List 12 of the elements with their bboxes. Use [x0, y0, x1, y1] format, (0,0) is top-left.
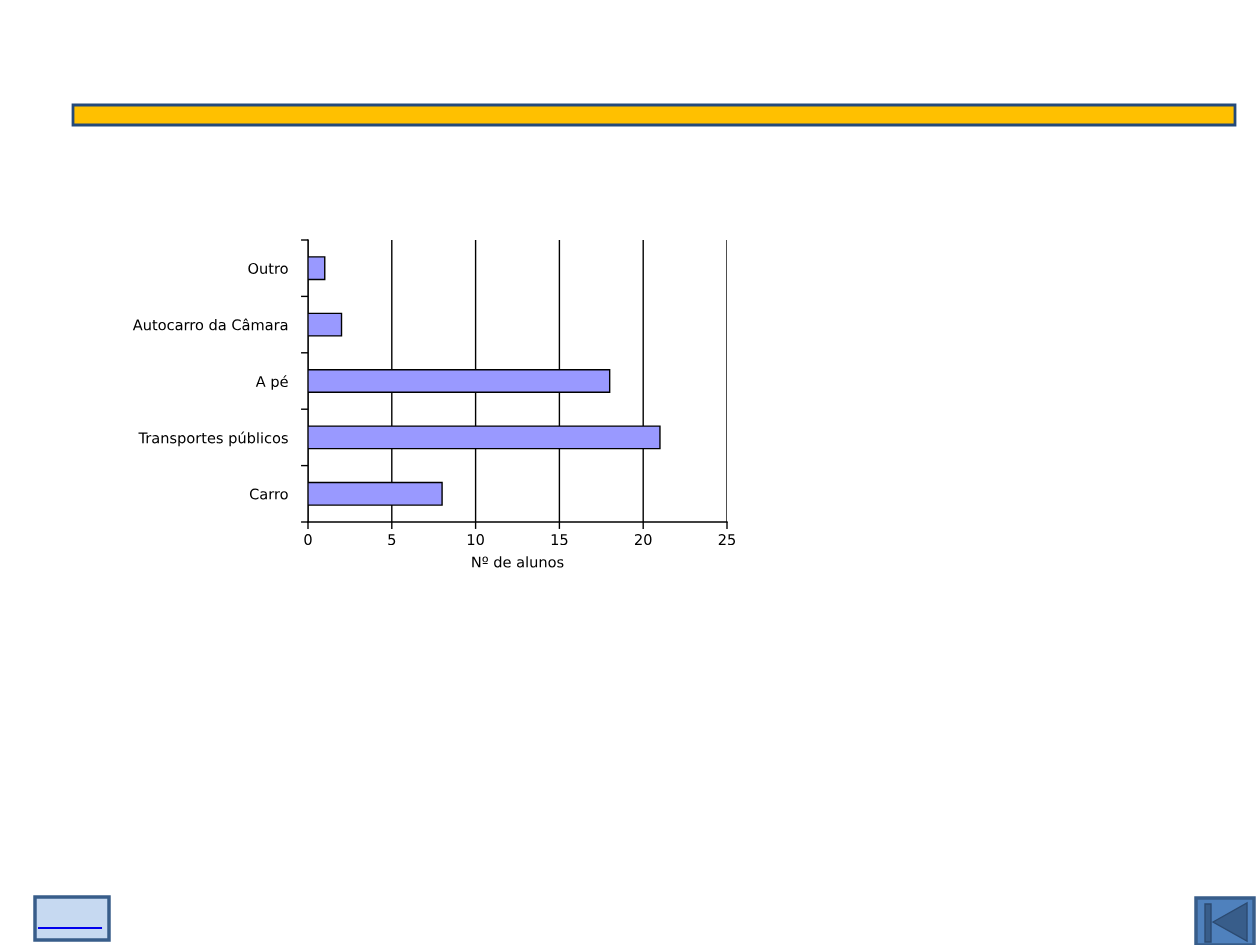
- y-tick-label: Autocarro da Câmara: [132, 318, 288, 331]
- x-tick-label: 15: [551, 534, 568, 546]
- x-tick-label: 20: [634, 534, 652, 546]
- x-tick-label: 0: [304, 534, 312, 546]
- x-tick-label: 25: [718, 534, 735, 546]
- y-tick-label: Transportes públicos: [138, 431, 288, 447]
- x-tick-label: 10: [467, 534, 484, 546]
- x-tick-label: 5: [388, 534, 396, 546]
- y-tick-label: Carro: [249, 488, 288, 500]
- y-tick-label: Outro: [248, 262, 288, 274]
- x-axis-title: Nº de alunos: [472, 556, 564, 568]
- y-tick-label: A pé: [255, 375, 288, 390]
